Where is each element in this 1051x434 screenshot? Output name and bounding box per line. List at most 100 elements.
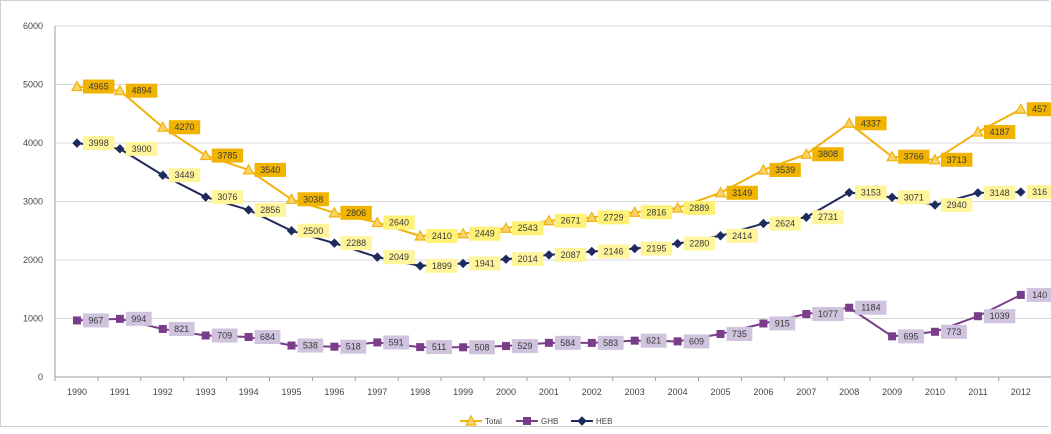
data-point-ghb (287, 341, 296, 350)
data-label-ghb: 821 (174, 324, 189, 334)
data-label-heb: 3449 (174, 170, 194, 180)
data-point-total (843, 117, 856, 128)
data-label-bg-heb (597, 244, 630, 259)
data-point-ghb (802, 309, 811, 318)
data-label-bg-ghb (812, 306, 844, 321)
data-point-ghb (416, 343, 425, 352)
data-point-heb (115, 144, 125, 154)
data-label-bg-total (512, 221, 544, 236)
data-point-total (457, 227, 470, 239)
data-label-bg-total (941, 152, 973, 167)
data-point-heb (372, 252, 383, 262)
data-label-ghb: 538 (303, 341, 318, 351)
data-label-ghb: 140 (1032, 290, 1047, 300)
data-label-heb: 2856 (260, 205, 280, 215)
data-label-bg-heb (168, 168, 201, 183)
data-point-total (199, 149, 212, 161)
data-label-total: 3808 (818, 149, 838, 159)
data-label-bg-heb (554, 247, 587, 262)
x-tick-label: 2012 (1011, 387, 1031, 397)
data-label-bg-ghb (597, 335, 624, 350)
data-point-heb (243, 205, 254, 215)
data-label-total: 2640 (389, 218, 409, 228)
data-label-bg-ghb (855, 300, 887, 315)
data-label-ghb: 695 (903, 331, 918, 341)
data-label-total: 2671 (561, 216, 581, 226)
data-label-heb: 2940 (947, 200, 967, 210)
data-label-bg-ghb (168, 321, 195, 336)
y-tick-label: 2000 (23, 255, 43, 265)
data-label-ghb: 508 (474, 342, 489, 352)
data-label-bg-total (254, 162, 286, 177)
data-label-total: 4270 (174, 122, 194, 132)
data-label-bg-ghb (683, 334, 710, 349)
data-label-heb: 2280 (689, 239, 709, 249)
data-point-heb (458, 258, 468, 269)
data-label-bg-total (469, 226, 501, 241)
data-label-heb: 2414 (732, 231, 752, 241)
data-label-bg-ghb (640, 333, 667, 348)
data-point-ghb (201, 331, 210, 340)
data-label-total: 4894 (132, 86, 152, 96)
data-point-heb (715, 231, 726, 241)
data-label-bg-heb (855, 185, 887, 200)
data-label-bg-heb (211, 190, 244, 205)
x-tick-label: 2009 (882, 387, 902, 397)
data-point-total (328, 206, 341, 218)
data-label-heb: 3153 (861, 188, 881, 198)
data-label-total: 4965 (89, 82, 109, 92)
data-point-total (285, 193, 298, 204)
data-label-bg-total (297, 192, 329, 207)
data-point-ghb (502, 342, 510, 351)
data-label-heb: 3148 (990, 188, 1010, 198)
data-point-ghb (845, 303, 854, 312)
data-point-total (1014, 103, 1027, 114)
data-label-ghb: 518 (346, 342, 361, 352)
data-point-ghb (1016, 290, 1025, 299)
data-label-bg-heb (83, 136, 115, 151)
data-label-ghb: 583 (603, 338, 618, 348)
data-point-heb (200, 192, 211, 202)
data-label-bg-ghb (554, 335, 581, 350)
data-point-heb (544, 250, 554, 260)
data-point-heb (672, 238, 683, 249)
data-label-total: 4337 (861, 118, 881, 128)
data-label-bg-ghb (512, 339, 538, 354)
data-label-ghb: 1039 (990, 311, 1010, 321)
data-point-heb (72, 138, 82, 148)
data-label-heb: 1941 (475, 258, 495, 268)
data-label-bg-ghb (254, 329, 281, 344)
axes: 0 1000 2000 3000 4000 5000 6000 1990 1991 1992 199… (23, 21, 1051, 397)
x-tick-label: 2004 (668, 387, 688, 397)
data-point-ghb (373, 338, 382, 347)
data-label-ghb: 684 (260, 332, 275, 342)
legend-label-total: Total (485, 417, 502, 426)
data-label-bg-total (1026, 102, 1051, 117)
data-label-bg-total (211, 148, 244, 163)
data-label-bg-total (168, 120, 201, 135)
data-point-ghb (587, 338, 596, 347)
x-tick-label: 2005 (710, 387, 730, 397)
data-label-bg-ghb (340, 339, 367, 354)
data-label-ghb: 591 (389, 337, 404, 347)
data-label-bg-heb (898, 190, 930, 205)
data-label-heb: 3998 (89, 138, 109, 148)
x-tick-label: 1997 (367, 387, 387, 397)
data-label-total: 2806 (346, 208, 366, 218)
data-label-bg-total (983, 125, 1016, 140)
data-point-total (886, 150, 899, 162)
data-label-ghb: 915 (775, 318, 790, 328)
data-label-total: 2410 (432, 231, 452, 241)
data-point-heb (501, 254, 511, 264)
data-label-bg-ghb (383, 335, 410, 350)
data-label-total: 3149 (732, 188, 752, 198)
x-tick-label: 1991 (110, 387, 130, 397)
legend-label-ghb: GHB (541, 417, 558, 426)
data-point-ghb (544, 338, 553, 347)
data-label-ghb: 1077 (818, 309, 838, 319)
data-point-heb (758, 218, 769, 229)
data-point-total (671, 201, 684, 213)
data-label-bg-ghb (726, 327, 753, 342)
data-point-heb (973, 188, 983, 198)
data-label-bg-total (83, 79, 115, 94)
